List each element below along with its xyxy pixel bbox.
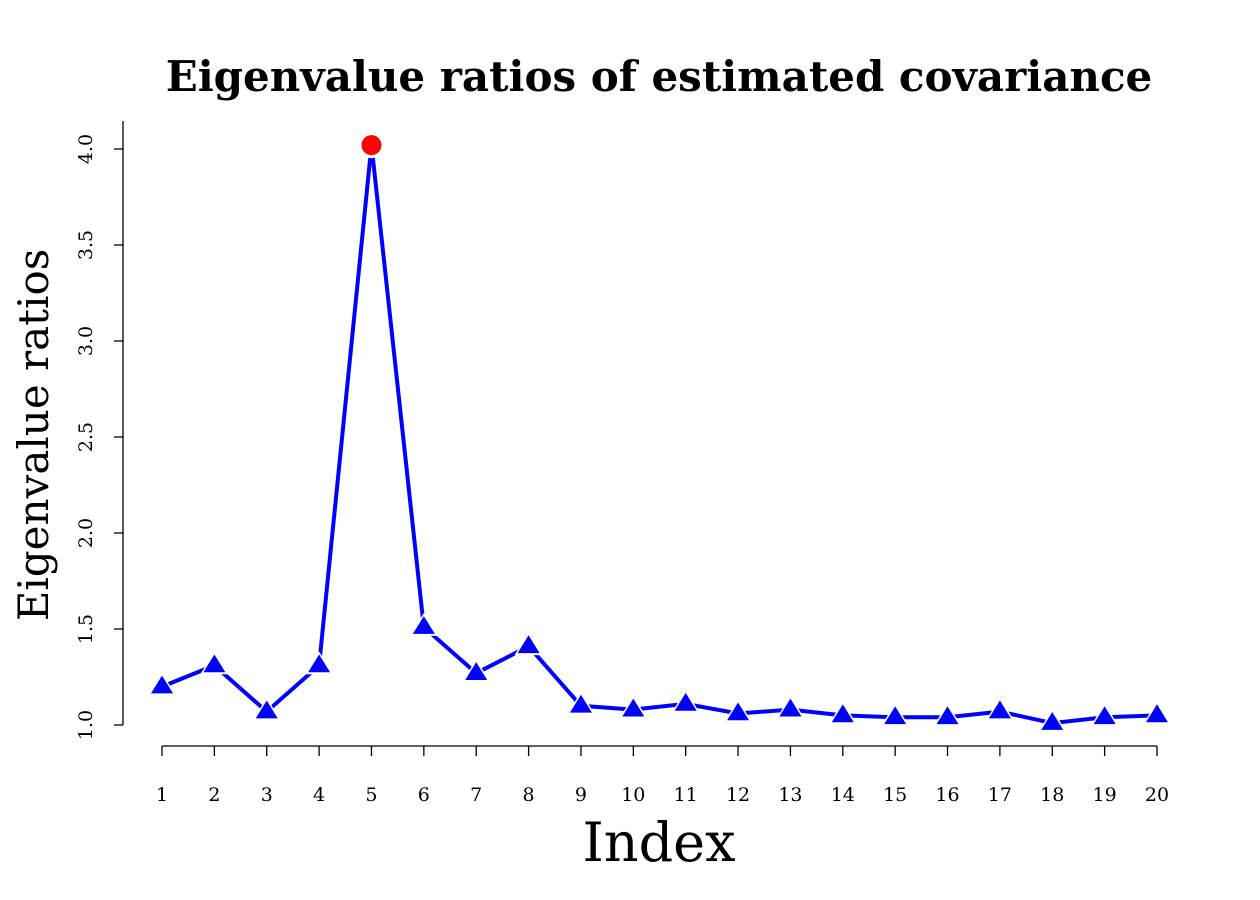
series-layer bbox=[148, 132, 1171, 732]
x-tick-label: 16 bbox=[935, 784, 959, 806]
data-point bbox=[569, 694, 592, 713]
data-point bbox=[936, 706, 959, 725]
data-point bbox=[203, 654, 226, 673]
data-point bbox=[727, 702, 750, 721]
x-tick-label: 12 bbox=[726, 784, 750, 806]
data-point bbox=[465, 662, 488, 680]
x-tick-label: 8 bbox=[523, 784, 535, 806]
data-point bbox=[1041, 712, 1064, 730]
data-point bbox=[151, 675, 173, 694]
y-tick-label: 4.0 bbox=[75, 134, 97, 164]
x-tick-label: 13 bbox=[778, 784, 802, 806]
x-tick-label: 5 bbox=[365, 784, 377, 806]
highlight-point bbox=[361, 135, 382, 156]
x-tick-label: 9 bbox=[575, 784, 587, 806]
data-point bbox=[255, 700, 278, 719]
x-tick-label: 15 bbox=[883, 784, 907, 806]
y-axis-label: Eigenvalue ratios bbox=[9, 249, 58, 622]
data-point bbox=[1093, 706, 1116, 725]
data-point bbox=[988, 700, 1011, 719]
data-point bbox=[674, 692, 697, 711]
x-tick-label: 18 bbox=[1040, 784, 1064, 806]
data-point bbox=[412, 616, 435, 634]
x-tick-label: 6 bbox=[418, 784, 430, 806]
x-tick-label: 19 bbox=[1093, 784, 1117, 806]
x-tick-label: 1 bbox=[156, 784, 168, 806]
x-tick-label: 10 bbox=[621, 784, 645, 806]
y-tick-label: 3.0 bbox=[75, 326, 97, 356]
data-point bbox=[831, 704, 854, 723]
y-tick-label: 3.5 bbox=[75, 230, 97, 260]
x-tick-label: 14 bbox=[831, 784, 855, 806]
data-point bbox=[622, 698, 645, 717]
chart-title: Eigenvalue ratios of estimated covarianc… bbox=[166, 52, 1153, 101]
x-tick-label: 7 bbox=[470, 784, 482, 806]
x-tick-label: 2 bbox=[208, 784, 220, 806]
data-point bbox=[1146, 704, 1168, 723]
y-tick-label: 1.0 bbox=[75, 710, 97, 740]
x-tick-label: 11 bbox=[674, 784, 698, 806]
x-axis: 1 2 3 4 5 6 7 8 9 10 11 12 13 14 15 16 17 18 19 20 bbox=[156, 745, 1169, 806]
x-tick-label: 20 bbox=[1145, 784, 1169, 806]
data-point bbox=[308, 654, 331, 673]
y-tick-label: 1.5 bbox=[75, 614, 97, 644]
data-point bbox=[517, 635, 540, 654]
x-tick-label: 17 bbox=[988, 784, 1012, 806]
data-point bbox=[779, 698, 802, 717]
data-point bbox=[884, 706, 907, 725]
x-tick-label: 3 bbox=[261, 784, 273, 806]
y-tick-label: 2.0 bbox=[75, 518, 97, 548]
y-axis: 1.0 1.5 2.0 2.5 3.0 3.5 4.0 bbox=[75, 121, 124, 740]
y-tick-label: 2.5 bbox=[75, 422, 97, 452]
x-axis-label: Index bbox=[582, 811, 735, 874]
series-line bbox=[161, 144, 1158, 726]
x-tick-label: 4 bbox=[313, 784, 325, 806]
